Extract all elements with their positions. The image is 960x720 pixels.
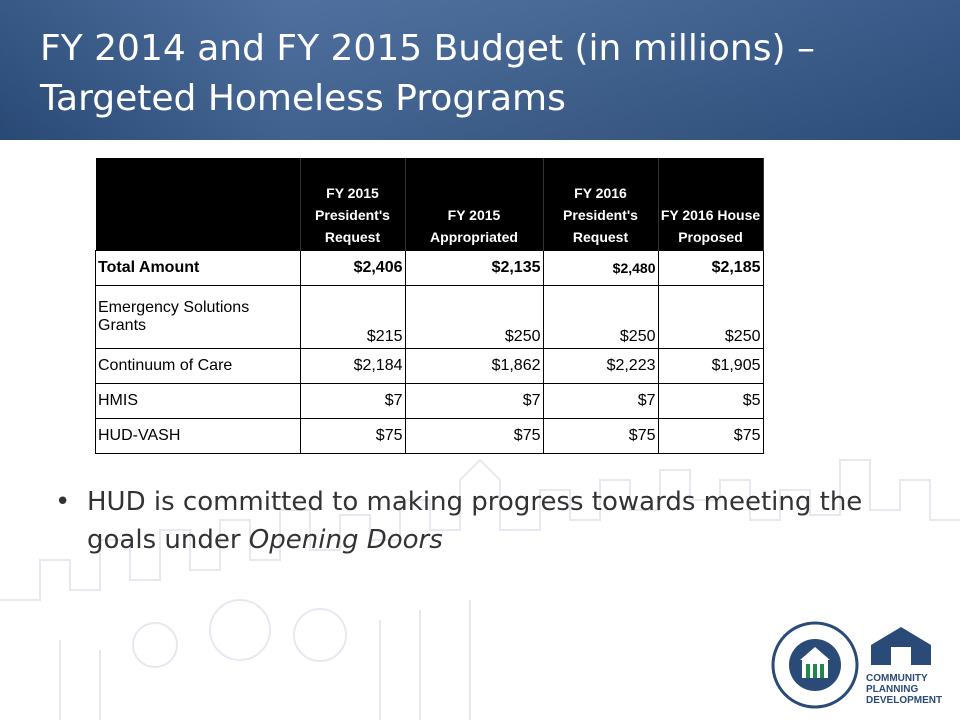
table-cell: $250: [542, 285, 659, 349]
table-row: HMIS $7 $7 $7 $5: [95, 383, 764, 419]
table-cell: $75: [404, 418, 544, 454]
table-cell: $7: [404, 383, 544, 419]
table-cell: $1,862: [404, 348, 544, 384]
header-fy2016-request: FY 2016 President's Request: [543, 158, 659, 251]
bullet-dot: •: [55, 487, 71, 517]
table-row: Emergency Solutions Grants $215 $250 $25…: [95, 285, 764, 349]
bullet-text: HUD is committed to making progress towa…: [87, 483, 887, 559]
title-banner: FY 2014 and FY 2015 Budget (in millions)…: [0, 0, 960, 140]
budget-table-container: FY 2015 President's Request FY 2015 Appr…: [95, 158, 764, 454]
row-label: Total Amount: [95, 250, 301, 286]
table-cell: $75: [657, 418, 764, 454]
table-row: HUD-VASH $75 $75 $75 $75: [95, 418, 764, 454]
table-cell: $2,185: [657, 250, 764, 286]
banner-shade: [0, 0, 960, 140]
row-label: Continuum of Care: [95, 348, 301, 384]
table-cell: $75: [299, 418, 406, 454]
table-cell: $2,480: [542, 250, 659, 286]
table-cell: $1,905: [657, 348, 764, 384]
title-line-2: Targeted Homeless Programs: [40, 78, 566, 119]
cpd-logo-text: COMMUNITY PLANNING DEVELOPMENT: [866, 673, 943, 706]
table-cell: $2,135: [404, 250, 544, 286]
table-cell: $250: [657, 285, 764, 349]
table-cell: $7: [542, 383, 659, 419]
slide-title: FY 2014 and FY 2015 Budget (in millions)…: [40, 24, 920, 124]
table-row: Total Amount $2,406 $2,135 $2,480 $2,185: [95, 250, 764, 286]
bullet-text-main: HUD is committed to making progress towa…: [87, 487, 863, 555]
bullet-text-italic: Opening Doors: [248, 525, 443, 555]
budget-table: FY 2015 President's Request FY 2015 Appr…: [95, 158, 764, 454]
table-row: Continuum of Care $2,184 $1,862 $2,223 $…: [95, 348, 764, 384]
table-header-row: FY 2015 President's Request FY 2015 Appr…: [95, 158, 764, 251]
cpd-line-1: COMMUNITY: [866, 673, 928, 684]
hud-seal-logo: [771, 621, 859, 709]
row-label: HUD-VASH: [95, 418, 301, 454]
table-cell: $7: [299, 383, 406, 419]
city-skyline-watermark: [0, 458, 960, 720]
header-fy2016-house: FY 2016 House Proposed: [658, 158, 764, 251]
cpd-line-3: DEVELOPMENT: [866, 695, 943, 706]
header-cell-blank: [95, 158, 301, 251]
row-label: HMIS: [95, 383, 301, 419]
table-cell: $215: [299, 285, 406, 349]
logo-group: COMMUNITY PLANNING DEVELOPMENT: [770, 615, 960, 715]
table-cell: $250: [404, 285, 544, 349]
table-cell: $2,406: [299, 250, 406, 286]
title-line-1: FY 2014 and FY 2015 Budget (in millions)…: [40, 28, 815, 69]
cpd-line-2: PLANNING: [866, 684, 919, 695]
row-label: Emergency Solutions Grants: [95, 285, 301, 349]
cpd-house-logo: [871, 627, 931, 665]
table-cell: $2,223: [542, 348, 659, 384]
header-fy2015-appropriated: FY 2015 Appropriated: [405, 158, 544, 251]
table-cell: $5: [657, 383, 764, 419]
table-cell: $2,184: [299, 348, 406, 384]
table-cell: $75: [542, 418, 659, 454]
header-fy2015-request: FY 2015 President's Request: [300, 158, 406, 251]
